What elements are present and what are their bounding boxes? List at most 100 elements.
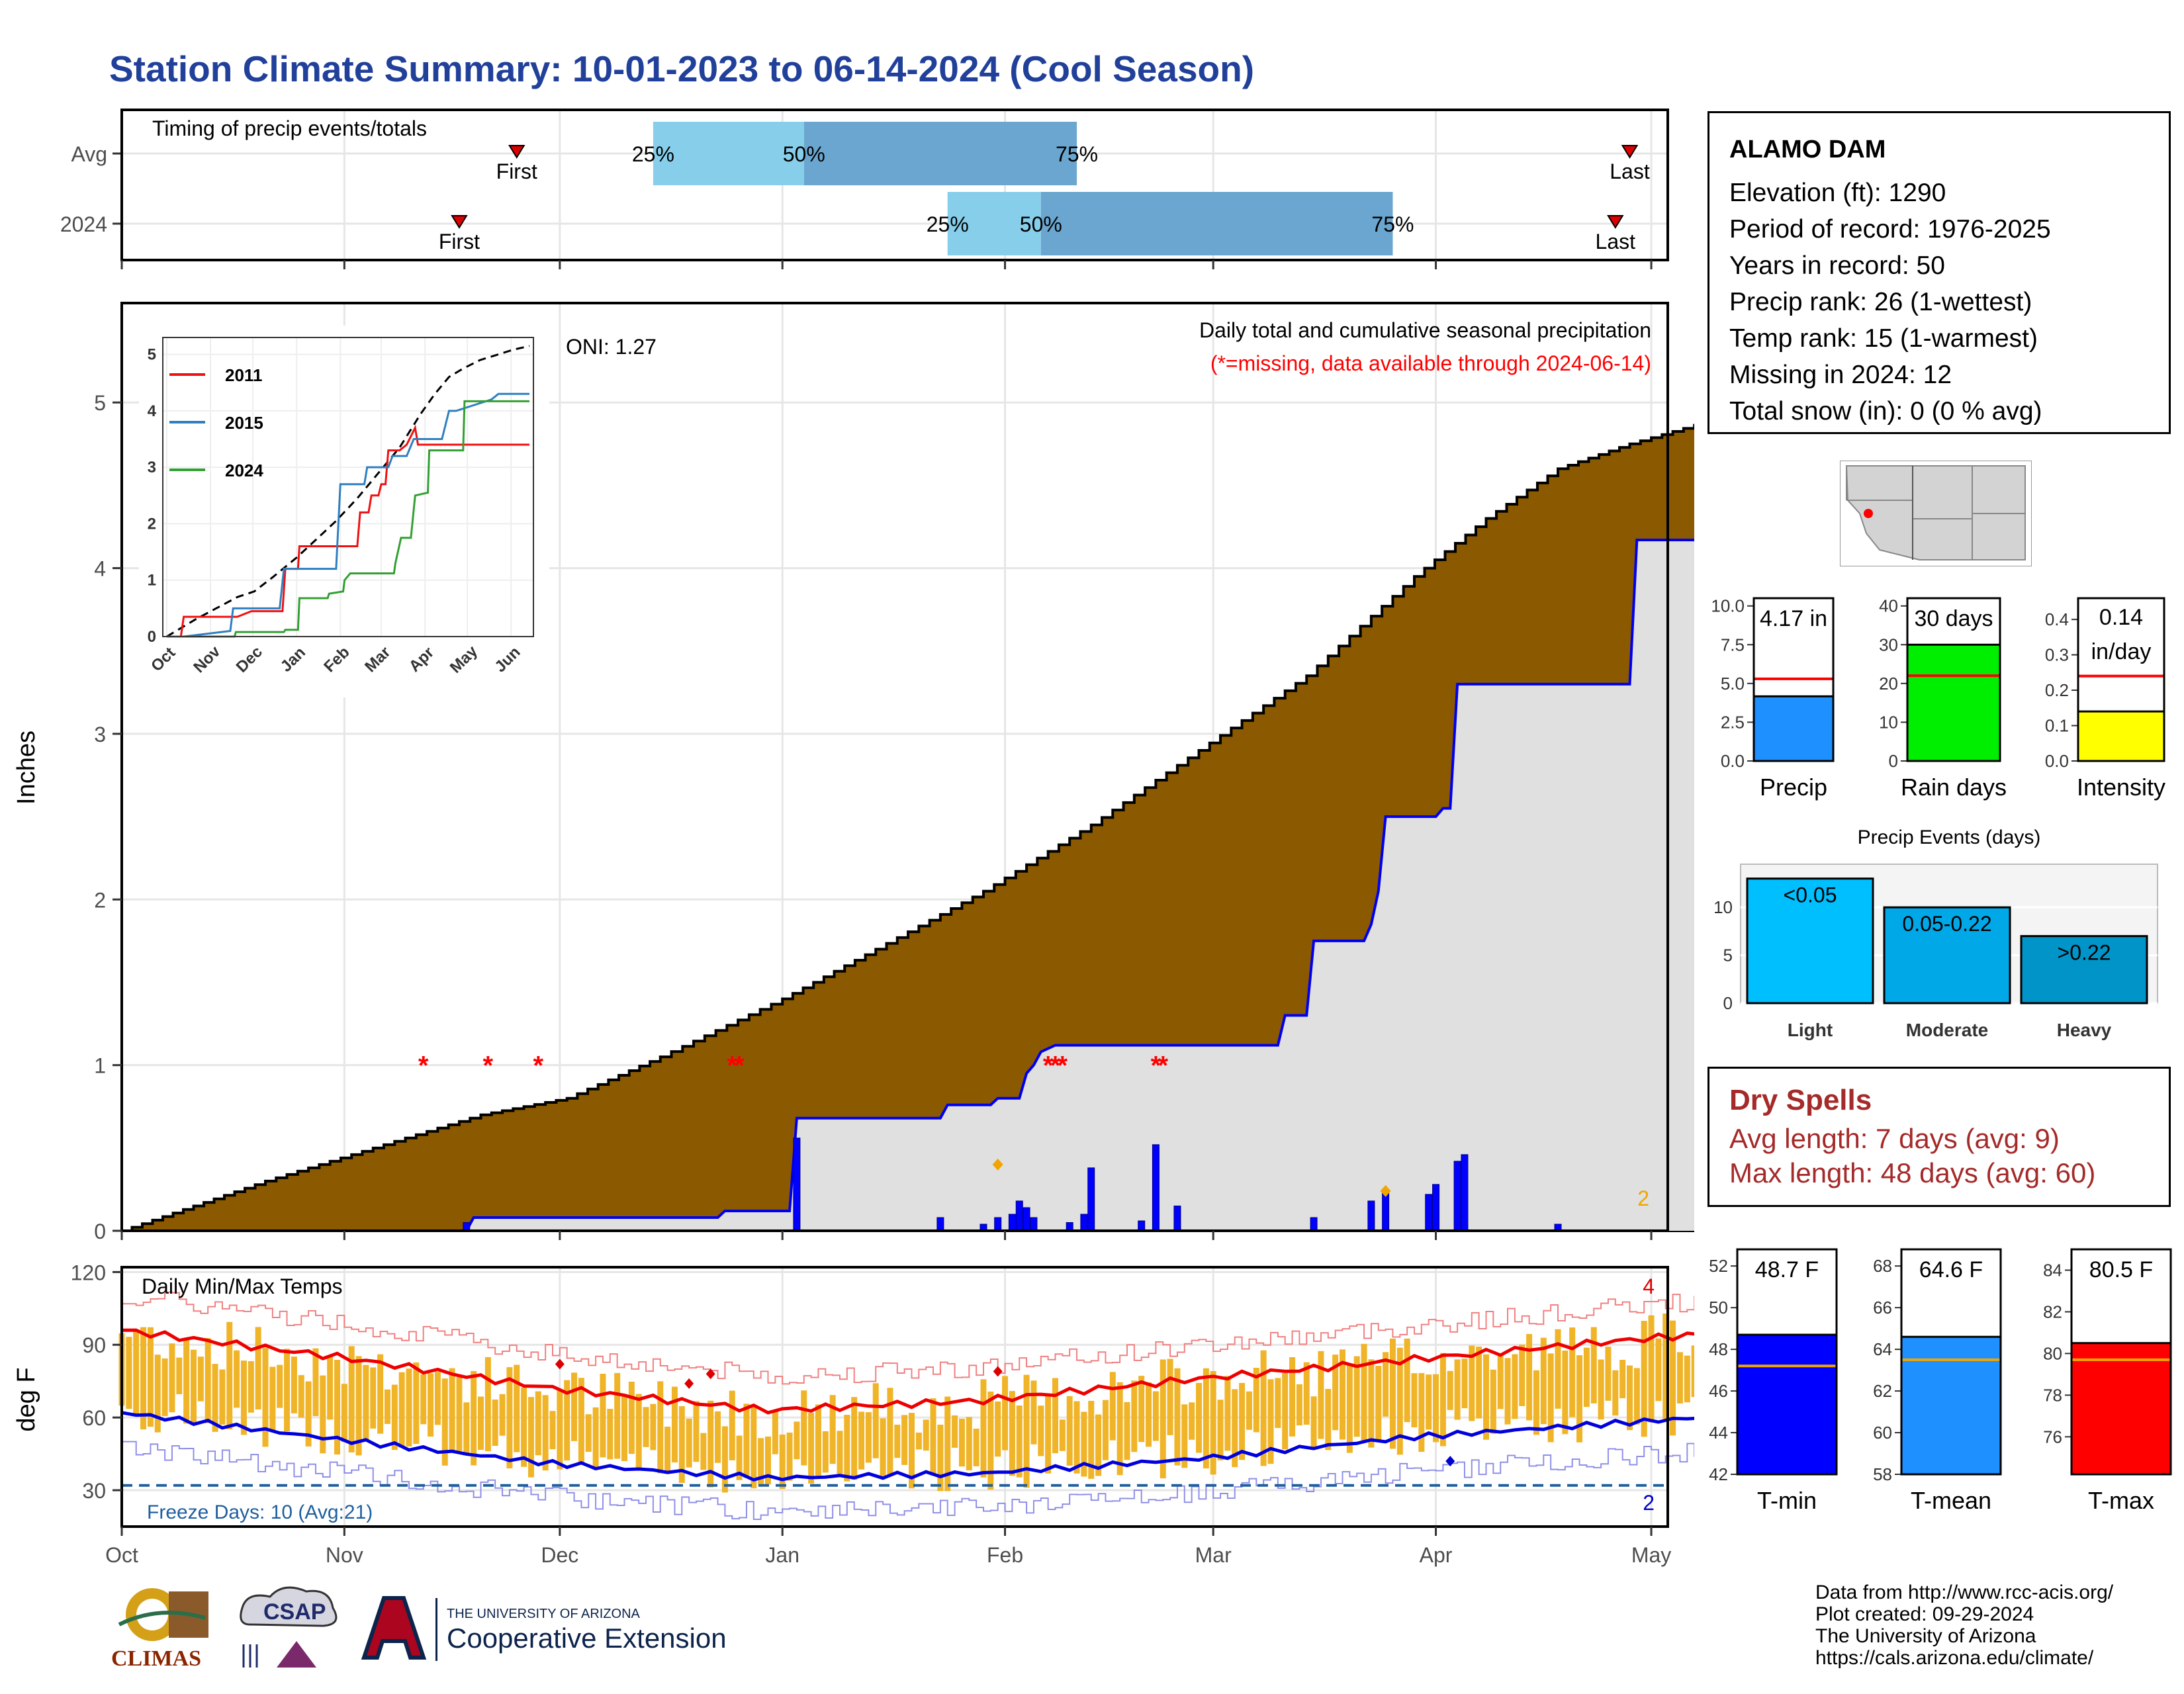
daily-temp-bar (923, 1419, 929, 1451)
daily-temp-bar (643, 1407, 649, 1447)
events-bar (2020, 935, 2148, 1004)
daily-temp-bar (794, 1421, 800, 1460)
daily-temp-bar (786, 1432, 793, 1481)
daily-temp-bar (592, 1407, 599, 1469)
daily-temp-bar (858, 1411, 865, 1470)
daily-temp-bar (1189, 1402, 1195, 1440)
station-line-elevation: Elevation (ft): 1290 (1729, 179, 1946, 207)
daily-temp-bar (212, 1364, 218, 1432)
daily-temp-bar (958, 1419, 965, 1467)
daily-temp-bar (973, 1428, 979, 1466)
events-bar-label: 0.05-0.22 (1902, 912, 1991, 936)
daily-temp-bar (1303, 1362, 1310, 1425)
timing-label-25: 25% (632, 142, 674, 166)
events-category-label: Heavy (2057, 1020, 2112, 1040)
daily-temp-bar (277, 1364, 283, 1408)
timing-row-label: Avg (71, 142, 107, 166)
tmean-y-tick-label: 62 (1873, 1381, 1892, 1401)
intensity-plot-border (2077, 597, 2165, 762)
daily-temp-bar (557, 1390, 563, 1470)
daily-temp-bar (1605, 1347, 1612, 1401)
tmin-category-label: T-min (1757, 1487, 1817, 1514)
daily-temp-bar (1296, 1384, 1302, 1426)
daily-temp-bar (1469, 1345, 1475, 1421)
daily-temp-bar (284, 1349, 291, 1431)
daily-temp-bar (312, 1348, 319, 1417)
daily-temp-bar (1490, 1369, 1496, 1434)
daily-temp-bar (844, 1415, 850, 1482)
station-line-period: Period of record: 1976-2025 (1729, 215, 2051, 244)
csap-logo-text: CSAP (263, 1599, 326, 1625)
daily-temp-bar (600, 1374, 606, 1458)
daily-temp-bar (1676, 1352, 1683, 1404)
daily-temp-bar (1411, 1373, 1418, 1427)
precip-y-axis-label: Inches (13, 731, 40, 805)
daily-temp-bar (499, 1394, 506, 1436)
daily-temp-bar (987, 1391, 994, 1490)
daily-temp-bar (571, 1372, 578, 1441)
rain_days-y-tick-label: 40 (1879, 596, 1898, 616)
daily-temp-bar (1181, 1404, 1188, 1468)
daily-temp-bar (298, 1375, 304, 1418)
events-bar-label: >0.22 (2058, 941, 2111, 965)
daily-temp-bar (930, 1398, 936, 1475)
daily-temp-bar (535, 1391, 541, 1456)
missing-day-marker: * (1058, 1051, 1068, 1081)
timing-title: Timing of precip events/totals (152, 116, 427, 140)
intensity-y-tick-label: 0.2 (2045, 680, 2069, 700)
daily-temp-bar (1095, 1414, 1102, 1476)
daily-temp-bar (406, 1368, 412, 1447)
daily-temp-bar (183, 1338, 190, 1424)
intensity-bar (2077, 710, 2165, 762)
missing-day-marker: * (1043, 1051, 1054, 1081)
station-info-box: ALAMO DAM Elevation (ft): 1290 Period of… (1707, 111, 2171, 434)
daily-temp-bar (1612, 1370, 1619, 1416)
daily-temp-bar (506, 1367, 513, 1469)
events-bar-label: <0.05 (1784, 883, 1837, 907)
timing-marker-last (1607, 215, 1624, 229)
daily-temp-bar (1318, 1351, 1324, 1439)
daily-temp-bar (449, 1368, 455, 1453)
daily-temp-bar (1196, 1382, 1202, 1453)
events-y-tick-label: 5 (1723, 946, 1733, 965)
tmin-bar (1736, 1333, 1838, 1476)
daily-temp-bar (721, 1426, 728, 1493)
daily-temp-bar (248, 1360, 254, 1413)
precip_total-plot-border (1752, 597, 1835, 762)
tmean-category-label: T-mean (1911, 1487, 1991, 1514)
daily-temp-bar (1396, 1347, 1403, 1455)
daily-temp-bar (1641, 1321, 1647, 1437)
tmin-value-label: 48.7 F (1755, 1257, 1819, 1282)
intensity-y-tick-label: 0.1 (2045, 716, 2069, 736)
temp-x-tick-label: Mar (1195, 1543, 1232, 1567)
temp-x-tick-label: Jan (765, 1543, 799, 1567)
timing-marker-first (451, 215, 468, 229)
daily-temp-bar (384, 1389, 390, 1424)
missing-day-marker: * (418, 1051, 429, 1081)
daily-temp-bar (779, 1434, 786, 1490)
daily-temp-bar (657, 1381, 664, 1474)
tmax-category-label: T-max (2088, 1487, 2154, 1514)
daily-temp-bar (1059, 1419, 1066, 1451)
daily-temp-bar (585, 1414, 592, 1452)
daily-temp-bar (743, 1404, 750, 1478)
daily-temp-bar (478, 1396, 484, 1450)
daily-temp-bar (291, 1357, 297, 1413)
station-line-years: Years in record: 50 (1729, 251, 1945, 280)
daily-temp-bar (441, 1378, 448, 1466)
station-line-snow: Total snow (in): 0 (0 % avg) (1729, 397, 2042, 425)
rain_days-y-tick-label: 30 (1879, 635, 1898, 654)
daily-temp-bar (1224, 1376, 1231, 1451)
daily-temp-bar (1353, 1356, 1360, 1437)
daily-temp-bar (1109, 1372, 1116, 1441)
temp-y-tick-label: 120 (71, 1261, 106, 1284)
daily-temp-bar (1038, 1405, 1044, 1456)
temp-x-tick-label: Dec (541, 1543, 578, 1567)
temp-y-tick-label: 90 (82, 1333, 106, 1357)
timing-label-75: 75% (1056, 142, 1098, 166)
daily-temp-bar (1433, 1374, 1439, 1443)
daily-temp-bar (126, 1337, 132, 1409)
daily-temp-bar (1562, 1351, 1569, 1435)
daily-temp-bar (1504, 1358, 1511, 1425)
inset-y-tick-label: 2 (148, 515, 156, 533)
